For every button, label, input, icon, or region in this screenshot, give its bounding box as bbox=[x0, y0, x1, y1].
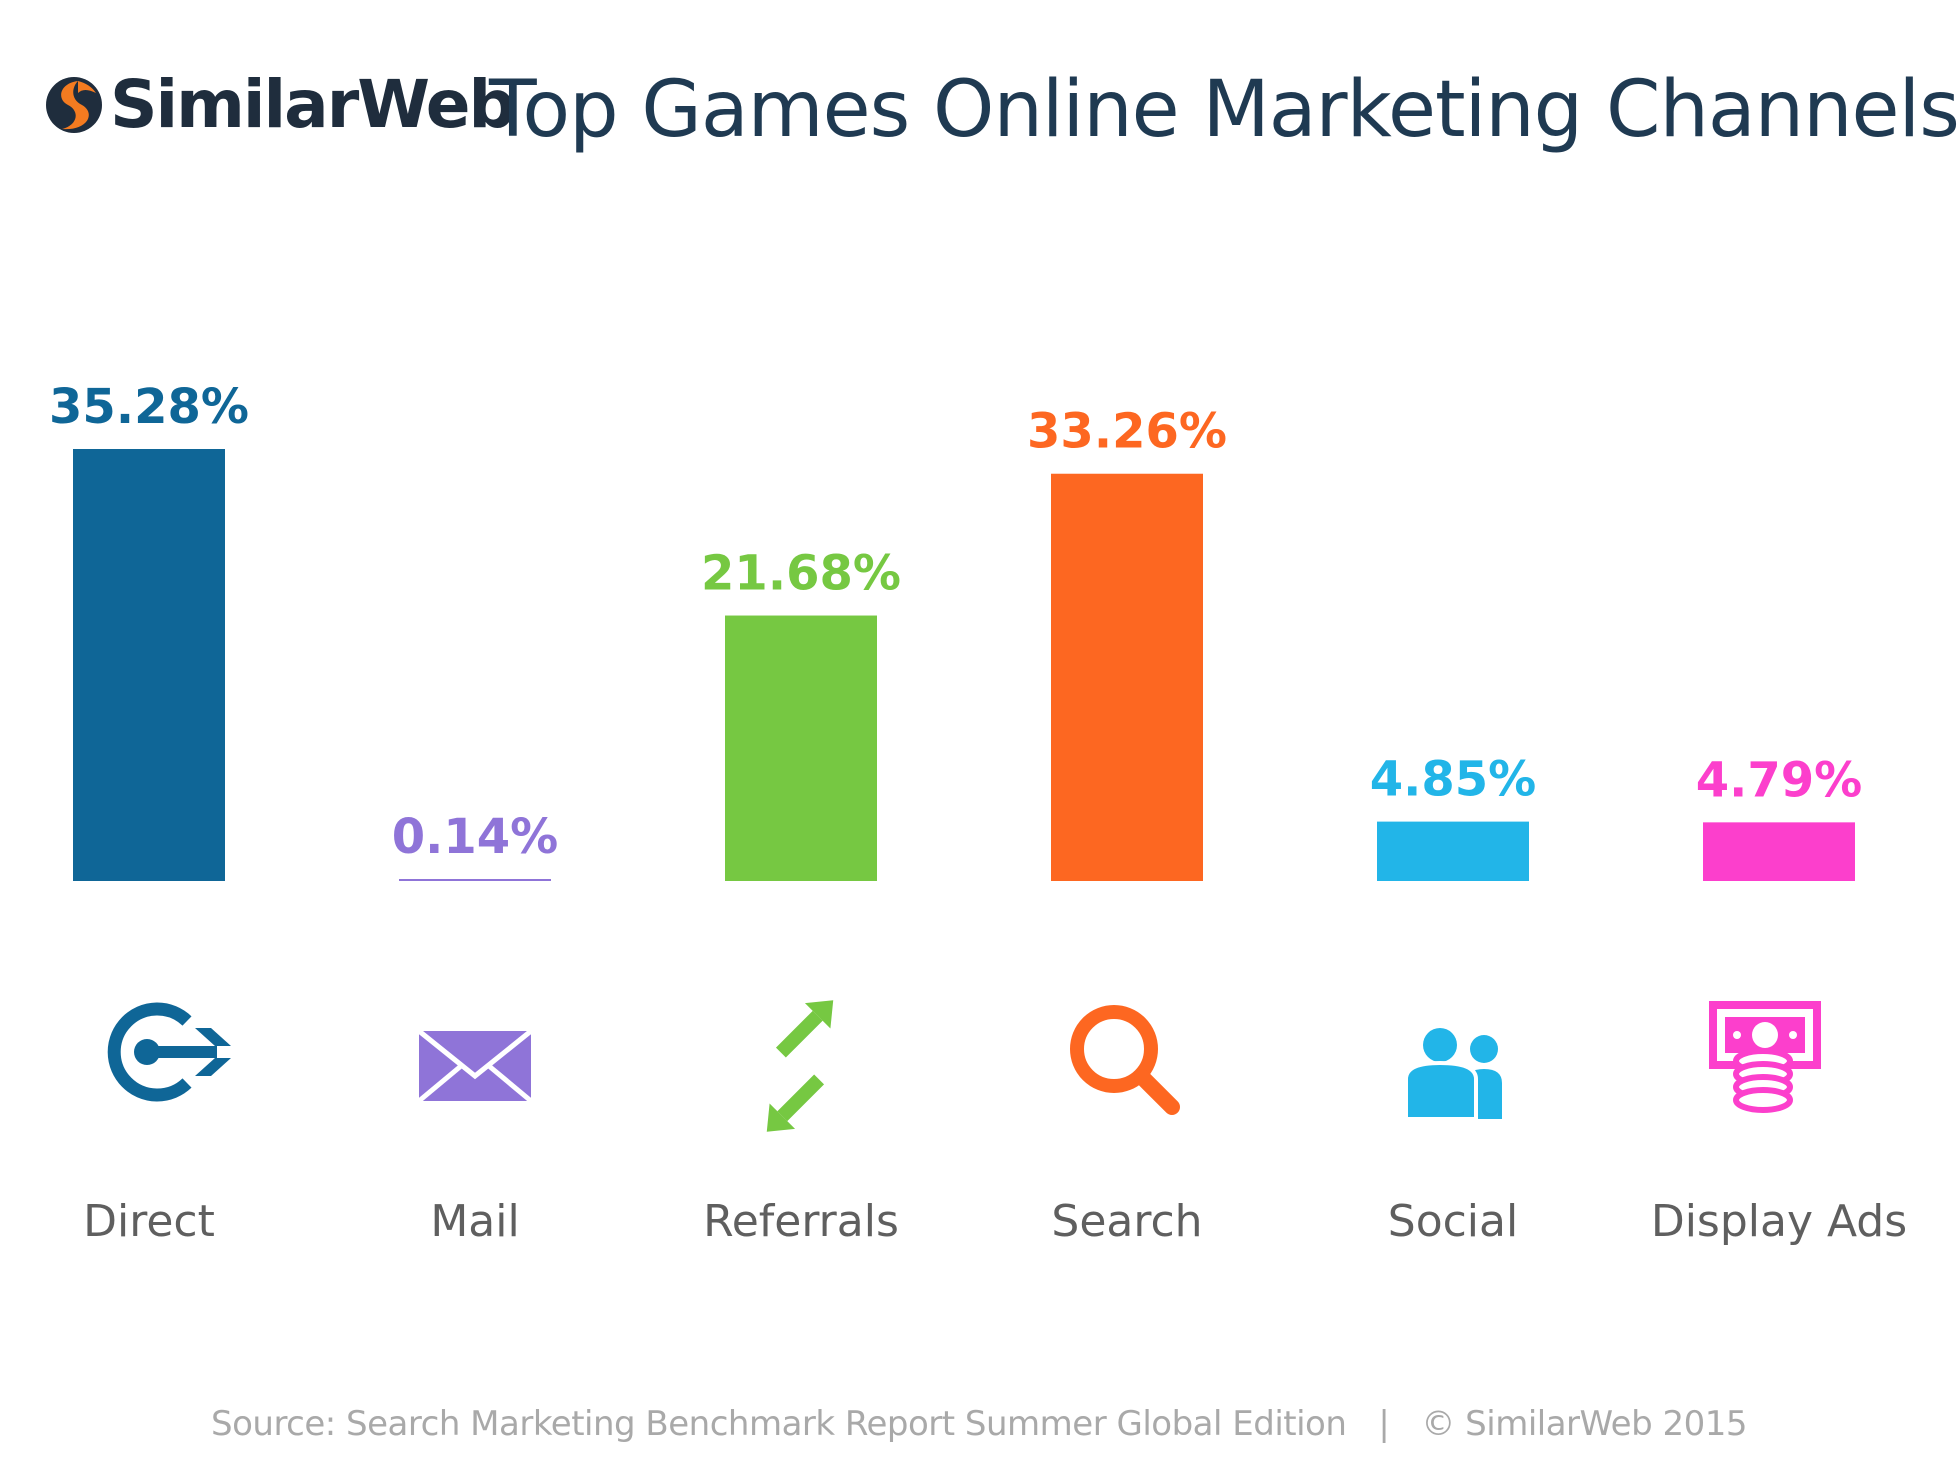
footer: Source: Search Marketing Benchmark Repor… bbox=[0, 1404, 1958, 1444]
bar-mail bbox=[399, 879, 551, 881]
referral-arrows-icon bbox=[766, 1000, 834, 1132]
value-label-mail: 0.14% bbox=[392, 809, 559, 865]
bar-display-ads bbox=[1703, 822, 1855, 881]
bar-direct bbox=[73, 449, 225, 881]
search-icon bbox=[1070, 1005, 1180, 1115]
copyright-note: © SimilarWeb 2015 bbox=[1421, 1404, 1747, 1444]
bar-social bbox=[1377, 821, 1529, 881]
footer-separator: | bbox=[1378, 1404, 1390, 1444]
brand-name: SimilarWeb bbox=[110, 66, 516, 143]
value-label-direct: 35.28% bbox=[49, 379, 249, 435]
chart-title: Top Games Online Marketing Channels bbox=[489, 65, 1958, 155]
source-note: Source: Search Marketing Benchmark Repor… bbox=[211, 1404, 1347, 1444]
header: SimilarWeb Top Games Online Marketing Ch… bbox=[44, 58, 1958, 178]
value-label-referrals: 21.68% bbox=[701, 546, 901, 602]
category-label-display-ads: Display Ads bbox=[1651, 1196, 1907, 1247]
value-label-display-ads: 4.79% bbox=[1696, 752, 1863, 808]
mail-icon bbox=[417, 1029, 533, 1103]
category-label-mail: Mail bbox=[430, 1196, 519, 1247]
social-people-icon bbox=[1404, 1028, 1502, 1121]
display-ads-icon bbox=[1709, 1001, 1821, 1113]
category-label-direct: Direct bbox=[83, 1196, 215, 1247]
bar-referrals bbox=[725, 615, 877, 881]
similarweb-logo-icon bbox=[46, 77, 102, 133]
brand-logo: SimilarWeb bbox=[44, 66, 516, 143]
value-label-social: 4.85% bbox=[1370, 752, 1537, 808]
category-label-search: Search bbox=[1051, 1196, 1202, 1247]
value-label-search: 33.26% bbox=[1027, 404, 1227, 460]
category-label-social: Social bbox=[1388, 1196, 1518, 1247]
bar-search bbox=[1051, 473, 1203, 881]
target-icon bbox=[107, 1002, 231, 1102]
category-label-referrals: Referrals bbox=[703, 1196, 899, 1247]
